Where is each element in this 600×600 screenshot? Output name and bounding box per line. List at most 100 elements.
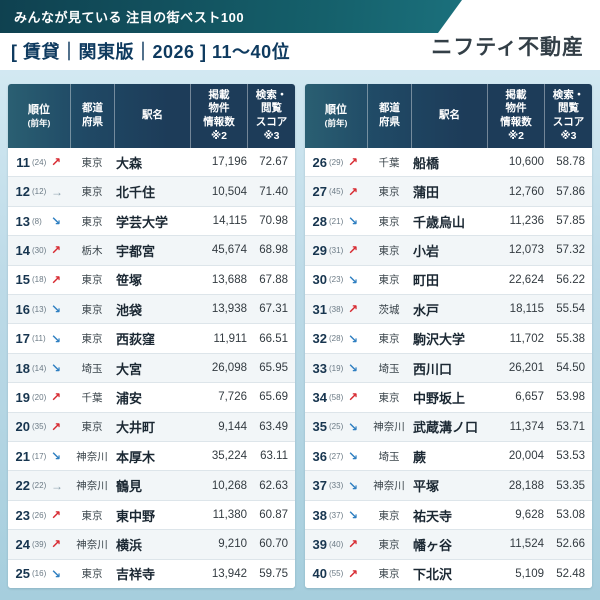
column-header-listings: 掲載 物件 情報数 ※2	[190, 84, 247, 148]
rank-cell: 15 (18) ↗	[8, 272, 70, 287]
prefecture-cell: 東京	[378, 391, 400, 404]
prefecture-cell: 東京	[378, 215, 400, 228]
prefecture-cell: 東京	[378, 509, 400, 522]
prefecture-cell: 東京	[81, 186, 103, 199]
score-cell: 53.08	[556, 509, 585, 522]
column-header-prefecture: 都道 府県	[70, 84, 114, 148]
trend-arrow-icon: ↘	[51, 302, 62, 317]
score-cell: 55.38	[556, 332, 585, 345]
listings-count-cell: 9,144	[218, 420, 247, 433]
station-name-cell: 町田	[413, 273, 440, 289]
trend-arrow-icon: ↗	[348, 566, 359, 581]
prefecture-cell: 東京	[378, 244, 400, 257]
score-cell: 72.67	[259, 156, 288, 169]
prefecture-cell: 東京	[81, 421, 103, 434]
station-name-cell: 吉祥寺	[116, 567, 156, 583]
station-name-cell: 本厚木	[116, 449, 156, 465]
listings-count-cell: 10,504	[211, 185, 247, 198]
table-row: 17 (11) ↘ 東京 西荻窪 11,911 66.51	[8, 323, 295, 353]
rank-header-label: 順位	[325, 103, 347, 116]
station-name-cell: 小岩	[413, 243, 440, 259]
trend-arrow-icon: →	[51, 184, 63, 199]
table-header-row: 順位 (前年) 都道 府県 駅名 掲載 物件 情報数 ※2 検索・ 閲覧 スコア…	[305, 84, 592, 148]
trend-arrow-icon: ↗	[348, 537, 359, 552]
rank-value: 38	[312, 507, 327, 523]
rank-value: 33	[312, 360, 327, 376]
trend-arrow-icon: ↗	[51, 155, 62, 170]
prefecture-cell: 神奈川	[373, 480, 405, 493]
rank-cell: 39 (40) ↗	[305, 537, 367, 552]
listings-count-cell: 35,224	[211, 450, 247, 463]
column-header-prefecture: 都道 府県	[367, 84, 411, 148]
prefecture-cell: 東京	[81, 333, 103, 346]
rank-value: 24	[15, 536, 30, 552]
previous-rank: (38)	[329, 304, 344, 314]
score-cell: 57.32	[556, 244, 585, 257]
score-cell: 63.49	[259, 420, 288, 433]
previous-rank: (35)	[32, 422, 47, 432]
previous-rank: (45)	[329, 187, 344, 197]
previous-rank: (26)	[32, 510, 47, 520]
rank-value: 19	[15, 389, 30, 405]
rank-value: 34	[312, 389, 327, 405]
previous-rank: (12)	[32, 187, 47, 197]
score-cell: 68.98	[259, 244, 288, 257]
prefecture-cell: 東京	[81, 568, 103, 581]
rank-cell: 19 (20) ↗	[8, 390, 70, 405]
listings-count-cell: 13,688	[211, 273, 247, 286]
column-header-station: 駅名	[411, 84, 487, 148]
score-cell: 65.95	[259, 362, 288, 375]
trend-arrow-icon: ↘	[51, 361, 62, 376]
score-cell: 54.50	[556, 362, 585, 375]
table-row: 25 (16) ↘ 東京 吉祥寺 13,942 59.75	[8, 558, 295, 588]
prefecture-cell: 東京	[378, 186, 400, 199]
trend-arrow-icon: ↘	[51, 331, 62, 346]
table-row: 20 (35) ↗ 東京 大井町 9,144 63.49	[8, 411, 295, 442]
rank-value: 28	[312, 213, 327, 229]
listings-count-cell: 17,196	[211, 156, 247, 169]
prefecture-cell: 東京	[378, 538, 400, 551]
previous-rank: (33)	[329, 481, 344, 491]
rank-value: 23	[15, 507, 30, 523]
page-title: みんなが見ている 注目の街ベスト100	[14, 10, 245, 25]
column-header-listings: 掲載 物件 情報数 ※2	[487, 84, 544, 148]
rank-value: 37	[312, 478, 327, 494]
trend-arrow-icon: ↘	[348, 508, 359, 523]
rank-value: 12	[15, 184, 30, 200]
previous-rank: (20)	[32, 392, 47, 402]
score-cell: 52.66	[556, 538, 585, 551]
trend-arrow-icon: ↗	[51, 508, 62, 523]
score-cell: 65.69	[259, 391, 288, 404]
listings-count-cell: 22,624	[508, 273, 544, 286]
table-row: 32 (28) ↘ 東京 駒沢大学 11,702 55.38	[305, 323, 592, 353]
rank-value: 32	[312, 331, 327, 347]
trend-arrow-icon: ↗	[51, 419, 62, 434]
rank-value: 20	[15, 419, 30, 435]
station-name-cell: 池袋	[116, 302, 143, 318]
listings-count-cell: 13,942	[211, 567, 247, 580]
score-cell: 67.31	[259, 303, 288, 316]
score-cell: 52.48	[556, 567, 585, 580]
rank-cell: 31 (38) ↗	[305, 302, 367, 317]
listings-count-cell: 12,760	[508, 185, 544, 198]
station-name-cell: 平塚	[413, 479, 440, 495]
score-cell: 53.53	[556, 450, 585, 463]
table-row: 29 (31) ↗ 東京 小岩 12,073 57.32	[305, 235, 592, 265]
table-row: 12 (12) → 東京 北千住 10,504 71.40	[8, 176, 295, 206]
rank-value: 39	[312, 536, 327, 552]
prefecture-cell: 神奈川	[76, 450, 108, 463]
prefecture-cell: 東京	[81, 303, 103, 316]
listings-count-cell: 6,657	[515, 391, 544, 404]
trend-arrow-icon: ↘	[348, 272, 359, 287]
table-row: 23 (26) ↗ 東京 東中野 11,380 60.87	[8, 499, 295, 530]
station-name-cell: 北千住	[116, 185, 156, 201]
station-name-cell: 大宮	[116, 361, 143, 377]
table-row: 35 (25) ↘ 神奈川 武蔵溝ノ口 11,374 53.71	[305, 411, 592, 442]
score-cell: 53.71	[556, 420, 585, 433]
listings-count-cell: 14,115	[212, 215, 247, 228]
rank-cell: 23 (26) ↗	[8, 508, 70, 523]
listings-count-cell: 10,268	[211, 479, 247, 492]
rank-header-sublabel: (前年)	[324, 118, 348, 129]
rank-cell: 36 (27) ↘	[305, 449, 367, 464]
prefecture-cell: 埼玉	[378, 362, 400, 375]
